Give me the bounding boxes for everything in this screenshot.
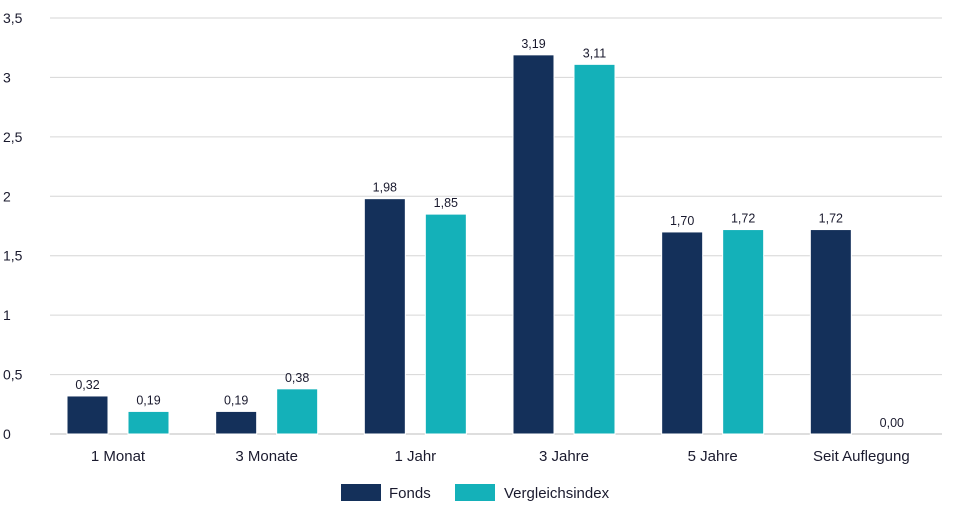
x-category-label: 3 Monate bbox=[235, 448, 298, 465]
y-tick-label: 0 bbox=[3, 426, 11, 442]
data-label: 1,98 bbox=[373, 181, 397, 195]
grid-lines bbox=[50, 17, 942, 435]
x-category-label: 5 Jahre bbox=[688, 448, 738, 465]
legend-swatch-fonds bbox=[341, 484, 381, 501]
bar-fonds bbox=[809, 229, 852, 435]
bar-vergleichsindex bbox=[722, 229, 765, 435]
legend: Fonds Vergleichsindex bbox=[341, 484, 610, 502]
y-axis-ticks: 0 0,5 1 1,5 2 2,5 3 3,5 bbox=[3, 10, 23, 442]
x-category-label: 1 Monat bbox=[91, 448, 146, 465]
bar-fonds bbox=[512, 54, 555, 435]
bar-fonds bbox=[215, 410, 258, 435]
legend-label: Vergleichsindex bbox=[504, 485, 610, 502]
bar-vergleichsindex bbox=[276, 388, 319, 435]
data-label: 0,19 bbox=[224, 393, 248, 407]
y-tick-label: 0,5 bbox=[3, 367, 23, 383]
data-label: 0,19 bbox=[136, 393, 160, 407]
bar-vergleichsindex bbox=[573, 63, 616, 435]
x-category-label: Seit Auflegung bbox=[813, 448, 910, 465]
bar-vergleichsindex bbox=[127, 410, 170, 435]
bar-vergleichsindex bbox=[424, 213, 467, 435]
data-label: 1,85 bbox=[434, 196, 458, 210]
y-tick-label: 2,5 bbox=[3, 129, 23, 145]
x-category-label: 3 Jahre bbox=[539, 448, 589, 465]
y-tick-label: 3 bbox=[3, 69, 11, 85]
x-axis-categories: 1 Monat 3 Monate 1 Jahr 3 Jahre 5 Jahre Seit … bbox=[91, 448, 910, 465]
y-tick-label: 2 bbox=[3, 188, 11, 204]
legend-swatch-vergleichsindex bbox=[455, 484, 495, 501]
bar-fonds bbox=[661, 231, 704, 435]
bar-fonds bbox=[66, 395, 109, 435]
data-label: 3,19 bbox=[521, 37, 545, 51]
legend-label: Fonds bbox=[389, 485, 431, 502]
data-label: 1,72 bbox=[819, 212, 843, 226]
bar-fonds bbox=[363, 198, 406, 435]
data-label: 0,32 bbox=[75, 378, 99, 392]
y-tick-label: 3,5 bbox=[3, 10, 23, 26]
data-label: 0,38 bbox=[285, 371, 309, 385]
data-label: 1,72 bbox=[731, 212, 755, 226]
data-labels: 0,32 0,19 0,19 0,38 1,98 1,85 3,19 3,11 1,70 1,72… bbox=[75, 37, 904, 430]
data-label: 1,70 bbox=[670, 214, 694, 228]
bars bbox=[66, 54, 852, 435]
data-label: 3,11 bbox=[583, 46, 606, 60]
y-tick-label: 1,5 bbox=[3, 248, 23, 264]
data-label: 0,00 bbox=[880, 416, 904, 430]
y-tick-label: 1 bbox=[3, 307, 11, 323]
x-category-label: 1 Jahr bbox=[394, 448, 436, 465]
